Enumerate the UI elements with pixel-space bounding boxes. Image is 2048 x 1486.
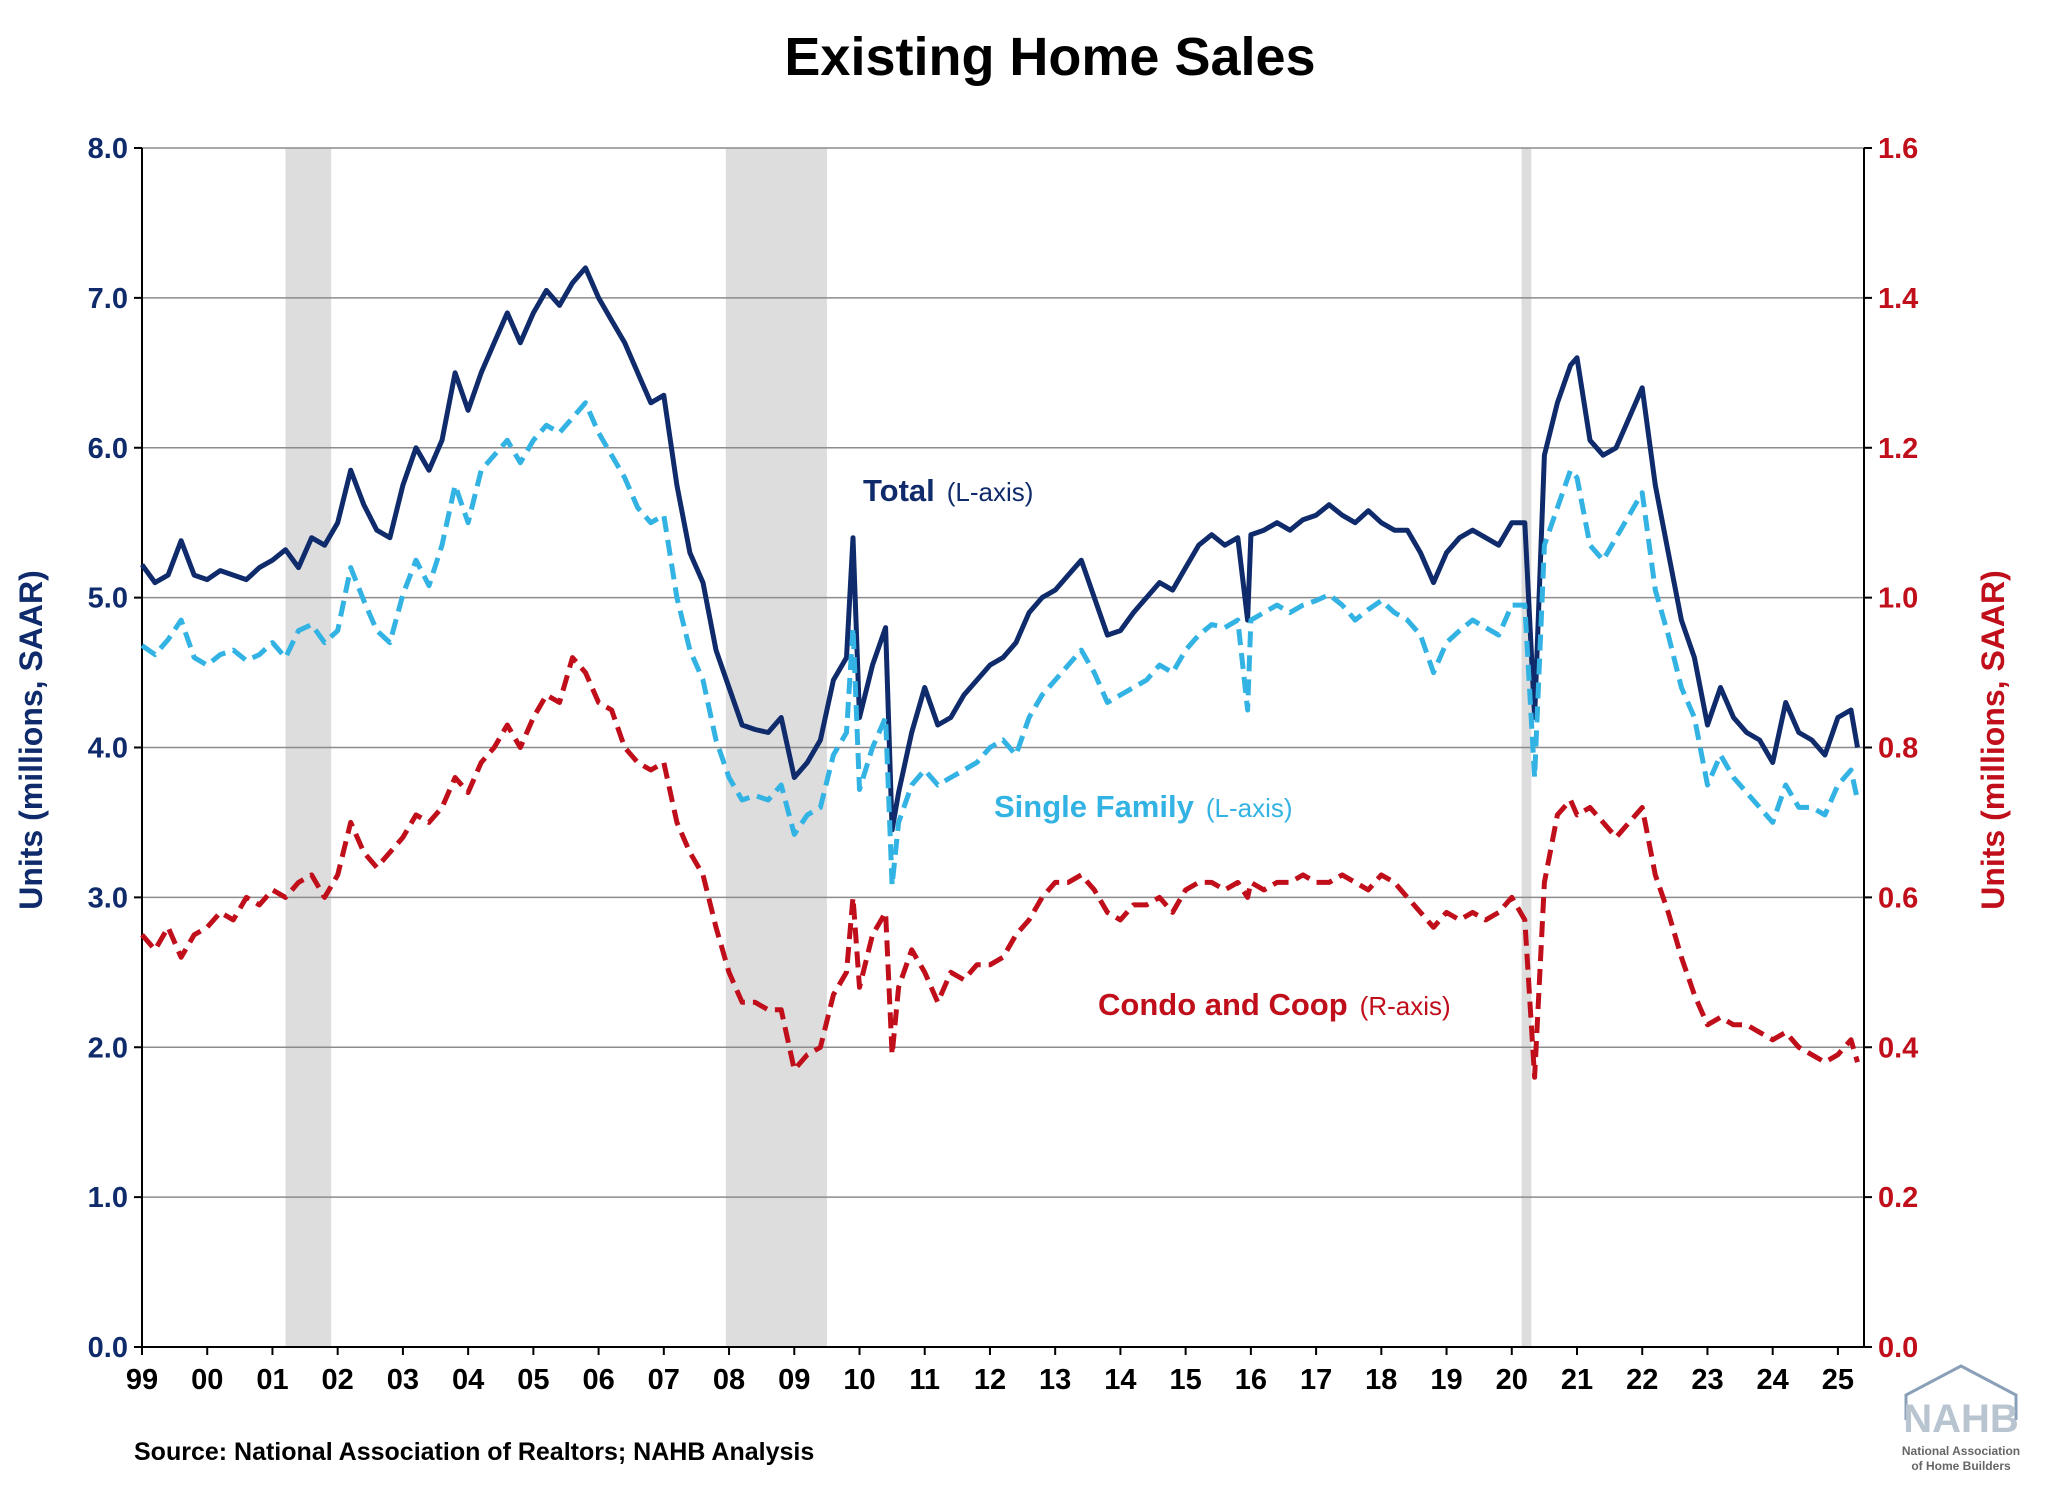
left-tick-label-6: 6.0: [88, 433, 128, 465]
right-tick-label-2: 0.4: [1878, 1032, 1918, 1064]
right-tick-label-3: 0.6: [1878, 882, 1918, 914]
x-axis-ticks: 99 00 01 02 03 04 05 06 07 08 09 10 11 12 13 14 15 16 17 18…: [126, 1347, 1854, 1396]
right-axis-label: Units (millions, SAAR): [1975, 570, 2011, 910]
right-tick-label-6: 1.2: [1878, 433, 1918, 465]
x-tick-label-6: 05: [517, 1364, 549, 1396]
source-note: Source: National Association of Realtors…: [134, 1438, 814, 1466]
series-lines: [139, 265, 1860, 1080]
x-tick-label-9: 08: [713, 1364, 745, 1396]
x-tick-label-22: 21: [1561, 1364, 1593, 1396]
gridlines: [142, 147, 1864, 1198]
x-tick-label-26: 25: [1822, 1364, 1854, 1396]
x-tick-label-20: 19: [1430, 1364, 1462, 1396]
series-label-total: Total (L-axis): [863, 473, 1033, 508]
series-name-single-family: Single Family: [994, 789, 1195, 824]
chart-title: Existing Home Sales: [784, 27, 1315, 87]
right-tick-label-5: 1.0: [1878, 583, 1918, 615]
left-axis-ticks: 0.0 1.0 2.0 3.0 4.0 5.0 6.0 7.0 8.0: [88, 133, 142, 1364]
x-tick-label-1: 00: [191, 1364, 223, 1396]
x-tick-label-21: 20: [1496, 1364, 1528, 1396]
right-tick-label-1: 0.2: [1878, 1182, 1918, 1214]
left-axis-label: Units (millions, SAAR): [13, 570, 49, 910]
left-tick-label-2: 2.0: [88, 1032, 128, 1064]
x-tick-label-25: 24: [1757, 1364, 1789, 1396]
nahb-logo: NAHB National Association of Home Builde…: [1902, 1364, 2020, 1473]
series-axis-note-condo: (R-axis): [1360, 991, 1451, 1021]
series-line-single-family: [140, 400, 1860, 888]
x-tick-label-16: 15: [1170, 1364, 1202, 1396]
left-tick-label-4: 4.0: [88, 733, 128, 765]
x-tick-label-11: 10: [843, 1364, 875, 1396]
x-tick-label-23: 22: [1626, 1364, 1658, 1396]
x-tick-label-12: 11: [909, 1364, 940, 1396]
series-name-condo: Condo and Coop: [1098, 987, 1348, 1022]
series-line-condo: [140, 655, 1860, 1080]
series-label-single-family: Single Family (L-axis): [994, 789, 1293, 824]
series-axis-note-total: (L-axis): [947, 477, 1034, 507]
left-tick-label-7: 7.0: [88, 283, 128, 315]
x-tick-label-7: 06: [582, 1364, 614, 1396]
x-tick-label-8: 07: [648, 1364, 680, 1396]
logo-line-2: of Home Builders: [1911, 1459, 2011, 1473]
x-tick-label-14: 13: [1039, 1364, 1071, 1396]
x-tick-label-17: 16: [1235, 1364, 1267, 1396]
x-tick-label-0: 99: [126, 1364, 158, 1396]
x-tick-label-3: 02: [322, 1364, 354, 1396]
x-tick-label-19: 18: [1365, 1364, 1397, 1396]
series-line-total: [139, 265, 1860, 833]
x-tick-label-13: 12: [974, 1364, 1006, 1396]
series-label-condo: Condo and Coop (R-axis): [1098, 987, 1451, 1022]
right-tick-label-0: 0.0: [1878, 1332, 1918, 1364]
series-name-total: Total: [863, 473, 935, 508]
left-tick-label-3: 3.0: [88, 882, 128, 914]
left-tick-label-1: 1.0: [88, 1182, 128, 1214]
logo-line-1: National Association: [1902, 1444, 2020, 1458]
right-axis-ticks: 0.0 0.2 0.4 0.6 0.8 1.0 1.2 1.4 1.6: [1864, 133, 1918, 1364]
logo-wordmark: NAHB: [1903, 1397, 2019, 1441]
right-tick-label-7: 1.4: [1878, 283, 1918, 315]
left-tick-label-5: 5.0: [88, 583, 128, 615]
x-tick-label-2: 01: [256, 1364, 288, 1396]
right-tick-label-4: 0.8: [1878, 733, 1918, 765]
x-tick-label-15: 14: [1104, 1364, 1136, 1396]
logo-roof-shape: [1904, 1364, 2018, 1420]
x-tick-label-10: 09: [778, 1364, 810, 1396]
x-tick-label-4: 03: [387, 1364, 419, 1396]
right-tick-label-8: 1.6: [1878, 133, 1918, 165]
x-tick-label-24: 23: [1691, 1364, 1723, 1396]
left-tick-label-8: 8.0: [88, 133, 128, 165]
left-tick-label-0: 0.0: [88, 1332, 128, 1364]
series-axis-note-single-family: (L-axis): [1206, 793, 1293, 823]
x-tick-label-18: 17: [1300, 1364, 1332, 1396]
x-tick-label-5: 04: [452, 1364, 484, 1396]
